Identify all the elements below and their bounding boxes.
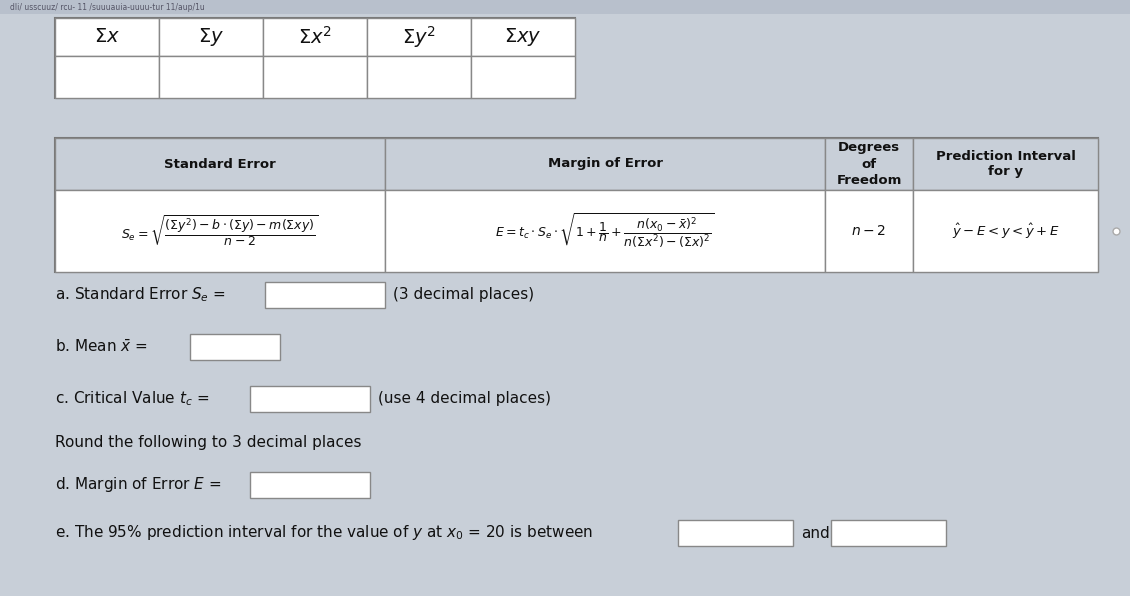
Bar [55, 18, 159, 56]
Bar [250, 386, 370, 412]
Text: $E = t_c \cdot S_e \cdot \sqrt{1+\dfrac{1}{n}+\dfrac{n(x_0-\bar{x})^2}{n(\Sigma : $E = t_c \cdot S_e \cdot \sqrt{1+\dfrac{… [495, 212, 715, 250]
Bar [913, 190, 1098, 272]
Text: a. Standard Error $S_e$ =: a. Standard Error $S_e$ = [55, 285, 226, 305]
Bar [678, 520, 793, 546]
Bar [266, 282, 385, 308]
Text: $\Sigma y^2$: $\Sigma y^2$ [402, 24, 436, 50]
Text: dli/ usscuuz/ rcu- 11 /suuuauia-uuuu-tur 11/aup/1u: dli/ usscuuz/ rcu- 11 /suuuauia-uuuu-tur… [10, 2, 205, 11]
Bar [263, 56, 367, 98]
Bar [367, 56, 471, 98]
Text: $\hat{y}-E<y<\hat{y}+E$: $\hat{y}-E<y<\hat{y}+E$ [951, 222, 1059, 241]
Text: $n-2$: $n-2$ [851, 224, 887, 238]
Bar [385, 138, 825, 190]
Text: c. Critical Value $t_c$ =: c. Critical Value $t_c$ = [55, 390, 209, 408]
Text: Standard Error: Standard Error [164, 157, 276, 170]
Text: and: and [801, 526, 829, 541]
Text: (use 4 decimal places): (use 4 decimal places) [379, 392, 551, 406]
Bar [55, 138, 1098, 272]
Bar [825, 138, 913, 190]
Bar [55, 56, 159, 98]
Bar [55, 190, 385, 272]
Bar [385, 190, 825, 272]
Text: (3 decimal places): (3 decimal places) [393, 287, 534, 303]
Bar [263, 18, 367, 56]
Bar [831, 520, 946, 546]
Bar [0, 0, 1130, 14]
Text: b. Mean $\bar{x}$ =: b. Mean $\bar{x}$ = [55, 339, 148, 355]
Text: d. Margin of Error $E$ =: d. Margin of Error $E$ = [55, 476, 221, 495]
Bar [159, 18, 263, 56]
Bar [190, 334, 280, 360]
Bar [471, 56, 575, 98]
Text: $\Sigma y$: $\Sigma y$ [198, 26, 224, 48]
Bar [55, 138, 385, 190]
Text: e. The 95% prediction interval for the value of $y$ at $x_0$ = 20 is between: e. The 95% prediction interval for the v… [55, 523, 593, 542]
Bar [825, 190, 913, 272]
Text: Degrees
of
Freedom: Degrees of Freedom [836, 141, 902, 187]
Text: $\Sigma x$: $\Sigma x$ [94, 27, 120, 46]
Text: $S_e = \sqrt{\dfrac{(\Sigma y^2) - b\cdot(\Sigma y) - m(\Sigma xy)}{n-2}}$: $S_e = \sqrt{\dfrac{(\Sigma y^2) - b\cdo… [121, 213, 319, 249]
Bar [367, 18, 471, 56]
Bar [471, 18, 575, 56]
Text: $\Sigma x^2$: $\Sigma x^2$ [298, 26, 332, 48]
Bar [159, 56, 263, 98]
Text: Prediction Interval
for y: Prediction Interval for y [936, 150, 1076, 178]
Bar [913, 138, 1098, 190]
Bar [250, 472, 370, 498]
Text: $\Sigma xy$: $\Sigma xy$ [504, 26, 541, 48]
Bar [55, 18, 575, 98]
Text: Round the following to 3 decimal places: Round the following to 3 decimal places [55, 436, 362, 451]
Text: Margin of Error: Margin of Error [548, 157, 662, 170]
